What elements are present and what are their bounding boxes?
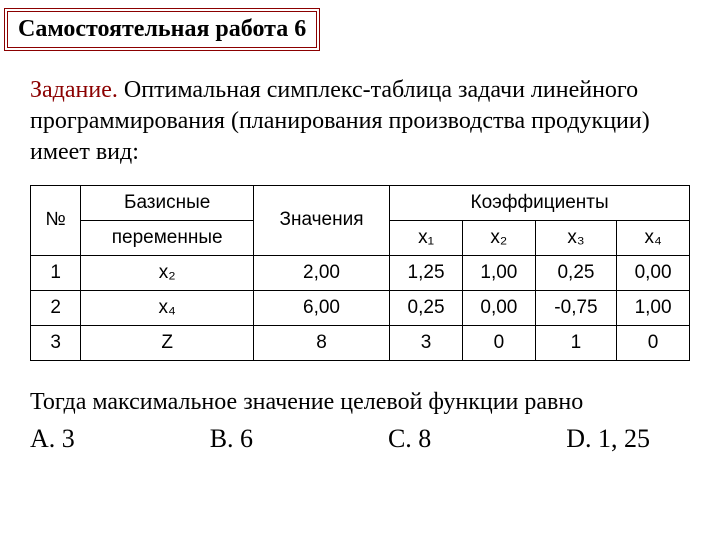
col-num: № bbox=[31, 185, 81, 255]
task-text: Задание. Оптимальная симплекс-таблица за… bbox=[30, 75, 690, 169]
task-body: Оптимальная симплекс-таблица задачи лине… bbox=[30, 77, 650, 165]
col-x2: x₂ bbox=[462, 220, 535, 255]
col-basis-top: Базисные bbox=[81, 185, 253, 220]
table-row: 3 Z 8 3 0 1 0 bbox=[31, 325, 690, 360]
answer-b: B. 6 bbox=[210, 424, 253, 454]
table-row: 2 x₄ 6,00 0,25 0,00 -0,75 1,00 bbox=[31, 290, 690, 325]
answer-d: D. 1, 25 bbox=[566, 424, 650, 454]
header-title: Самостоятельная работа 6 bbox=[4, 8, 320, 51]
task-label: Задание. bbox=[30, 77, 118, 103]
col-x3: x₃ bbox=[535, 220, 616, 255]
col-x4: x₄ bbox=[617, 220, 690, 255]
question-text: Тогда максимальное значение целевой функ… bbox=[30, 389, 690, 416]
col-basis-bottom: переменные bbox=[81, 220, 253, 255]
col-coef: Коэффициенты bbox=[390, 185, 690, 220]
answer-options: A. 3 B. 6 C. 8 D. 1, 25 bbox=[30, 424, 650, 454]
col-values: Значения bbox=[253, 185, 389, 255]
col-x1: x₁ bbox=[390, 220, 463, 255]
simplex-table: № Базисные Значения Коэффициенты перемен… bbox=[30, 185, 690, 361]
answer-c: C. 8 bbox=[388, 424, 431, 454]
answer-a: A. 3 bbox=[30, 424, 75, 454]
table-row: 1 x₂ 2,00 1,25 1,00 0,25 0,00 bbox=[31, 255, 690, 290]
